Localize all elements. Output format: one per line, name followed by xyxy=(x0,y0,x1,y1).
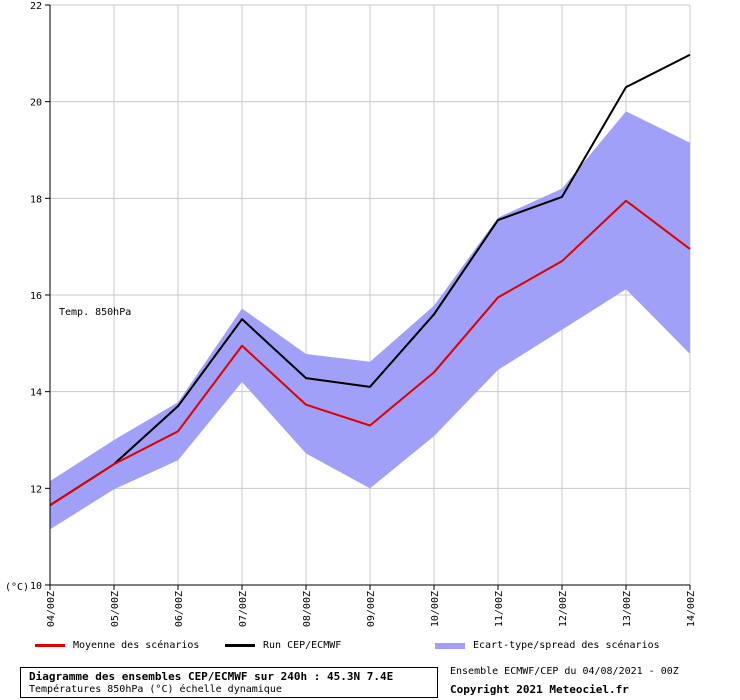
x-tick-label: 07/00Z xyxy=(238,591,249,627)
annotation: Temp. 850hPa xyxy=(59,307,131,318)
legend-run: Run CEP/ECMWF xyxy=(225,640,341,651)
x-tick-label: 12/00Z xyxy=(558,591,569,627)
legend-mean: Moyenne des scénarios xyxy=(35,640,199,651)
x-tick-label: 10/00Z xyxy=(430,591,441,627)
chart-subtitle: Températures 850hPa (°C) échelle dynamiq… xyxy=(29,684,282,695)
chart-area: 10 12 14 16 18 20 22 04/00Z 05/00Z 06/00Z 07/00Z 08… xyxy=(5,1,697,627)
series-line xyxy=(49,199,691,507)
chart-title-box: Diagramme des ensembles CEP/ECMWF sur 24… xyxy=(20,667,438,698)
spread-band xyxy=(50,111,690,530)
legend-spread-swatch xyxy=(435,642,465,649)
x-tick-label: 14/00Z xyxy=(686,591,697,627)
x-tick-label: 06/00Z xyxy=(174,591,185,627)
y-tick-label: 14 xyxy=(30,388,42,399)
y-tick-label: 22 xyxy=(30,1,42,12)
x-tick-label: 09/00Z xyxy=(366,591,377,627)
y-tick-label: 10 xyxy=(30,581,42,592)
copyright: Copyright 2021 Meteociel.fr xyxy=(450,683,629,696)
series-lines xyxy=(49,53,691,507)
x-tick-label: 11/00Z xyxy=(494,591,505,627)
y-tick-label: 18 xyxy=(30,194,42,205)
x-tick-label: 04/00Z xyxy=(46,591,57,627)
legend-spread-label: Ecart-type/spread des scénarios xyxy=(473,640,660,651)
x-tick-label: 13/00Z xyxy=(622,591,633,627)
ensemble-info: Ensemble ECMWF/CEP du 04/08/2021 - 00Z xyxy=(450,666,679,677)
y-tick-label: 12 xyxy=(30,484,42,495)
axes: 10 12 14 16 18 20 22 04/00Z 05/00Z 06/00Z 07/00Z 08… xyxy=(30,1,697,627)
y-axis-unit: (°C) xyxy=(5,582,29,593)
chart-title: Diagramme des ensembles CEP/ECMWF sur 24… xyxy=(29,670,394,683)
series-line xyxy=(49,53,691,507)
legend-mean-label: Moyenne des scénarios xyxy=(73,640,200,651)
legend-run-label: Run CEP/ECMWF xyxy=(263,640,342,651)
x-tick-label: 08/00Z xyxy=(302,591,313,627)
legend-spread: Ecart-type/spread des scénarios xyxy=(435,640,660,651)
y-tick-label: 20 xyxy=(30,98,42,109)
y-tick-label: 16 xyxy=(30,291,42,302)
legend-run-swatch xyxy=(225,644,255,647)
x-tick-label: 05/00Z xyxy=(110,591,121,627)
credit-block: Ensemble ECMWF/CEP du 04/08/2021 - 00Z C… xyxy=(450,665,679,697)
legend-mean-swatch xyxy=(35,644,65,647)
